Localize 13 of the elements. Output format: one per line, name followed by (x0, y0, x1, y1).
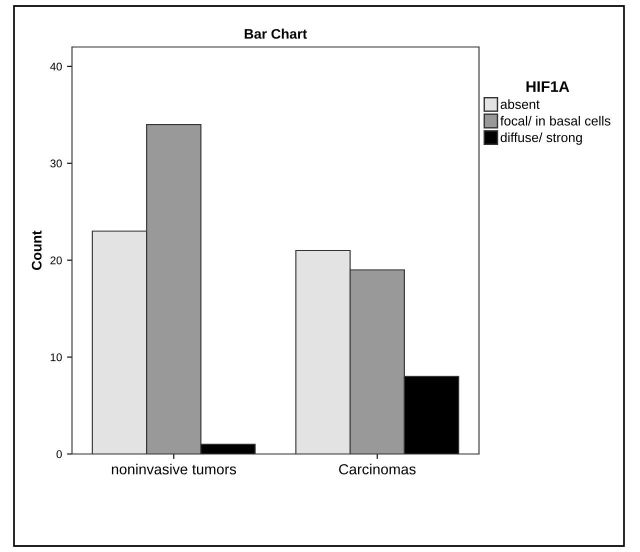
y-tick-label: 20 (50, 256, 62, 264)
y-tick-label: 10 (50, 353, 62, 362)
y-tick-label: 30 (50, 160, 62, 168)
y-tick-label: 40 (50, 62, 62, 71)
y-tick-label: 0 (56, 450, 62, 458)
legend-title: HIF1A (526, 81, 570, 92)
chart-title: Bar Chart (244, 28, 307, 39)
y-axis-title: Count (32, 230, 42, 270)
x-tick-label: Carcinomas (339, 464, 416, 474)
legend-label: absent (500, 99, 540, 109)
legend-label: diffuse/ strong (500, 132, 582, 145)
legend-label: focal/ in basal cells (500, 116, 610, 126)
x-tick-label: noninvasive tumors (112, 464, 236, 474)
